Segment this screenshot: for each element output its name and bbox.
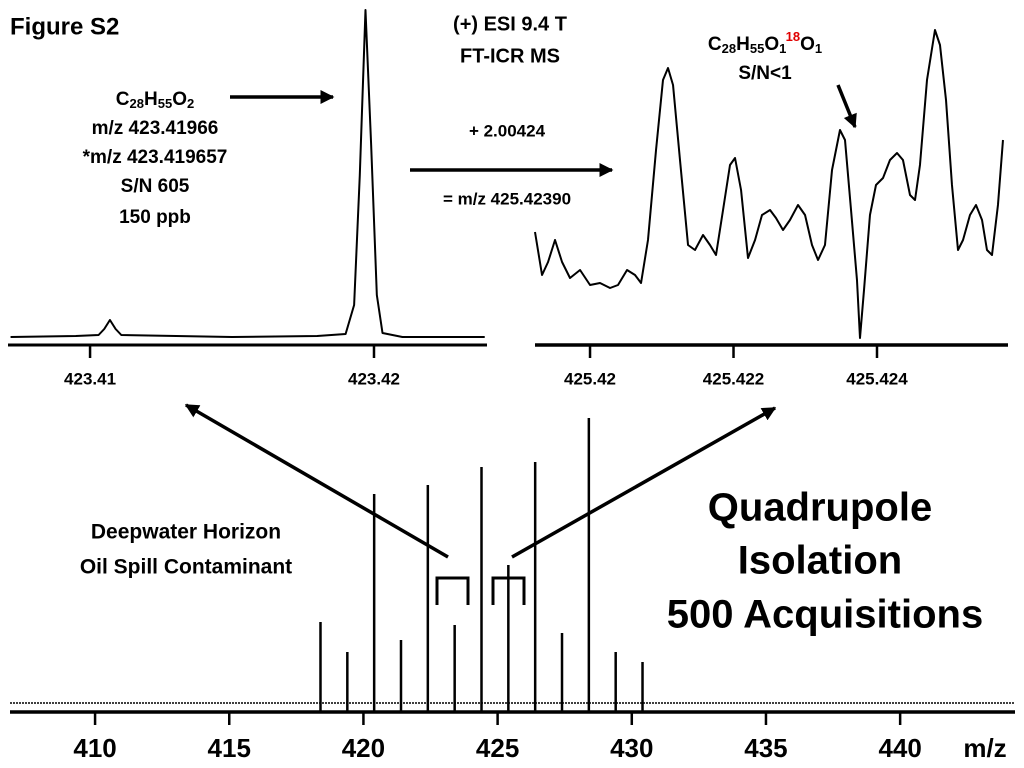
spectrum-line: [534, 29, 1004, 339]
annotation: 500 Acquisitions: [667, 593, 983, 637]
x-tick-label: 425: [476, 733, 519, 763]
arrow: [511, 406, 777, 559]
x-tick-label: 420: [342, 733, 385, 763]
spectrum-line: [10, 9, 485, 338]
annotation: Isolation: [738, 539, 902, 583]
formula-part: 1: [779, 41, 786, 56]
formula: C28H55O2: [116, 89, 194, 111]
formula-part: H: [144, 89, 158, 110]
formula: C28H55O118O1: [708, 29, 822, 56]
x-tick-label: 440: [878, 733, 921, 763]
formula-part: C: [116, 89, 130, 110]
annotation: 150 ppb: [119, 207, 191, 228]
x-tick-label: 425.422: [703, 369, 764, 388]
annotation: (+) ESI 9.4 T: [453, 13, 567, 35]
annotation: S/N<1: [738, 63, 792, 84]
formula-part: 28: [722, 41, 736, 56]
formula-part: H: [736, 34, 750, 55]
arrows: [10, 84, 1015, 704]
formula-part: 1: [815, 41, 822, 56]
formula-part: 18: [786, 29, 800, 44]
formula-part: O: [172, 89, 187, 110]
annotation: FT-ICR MS: [460, 45, 560, 67]
x-tick-label: 423.42: [348, 369, 400, 388]
x-tick-label: 423.41: [64, 369, 116, 388]
annotation: Oil Spill Contaminant: [80, 556, 292, 579]
annotation: + 2.00424: [469, 121, 546, 140]
formula-part: C: [708, 34, 722, 55]
formula-part: 55: [158, 96, 172, 111]
x-tick-label: 410: [73, 733, 116, 763]
formula-part: 28: [130, 96, 144, 111]
formula-part: O: [800, 34, 815, 55]
arrow: [184, 403, 449, 559]
annotation: m/z 423.41966: [92, 118, 219, 139]
x-tick-label: 430: [610, 733, 653, 763]
annotation: = m/z 425.42390: [443, 189, 571, 208]
x-tick-label: 415: [208, 733, 251, 763]
x-tick-label: 435: [744, 733, 787, 763]
annotation: *m/z 423.419657: [83, 147, 228, 168]
annotation: Deepwater Horizon: [91, 521, 281, 544]
x-axis-label: m/z: [963, 733, 1006, 763]
x-tick-label: 425.42: [564, 369, 616, 388]
annotation: Quadrupole: [708, 486, 932, 530]
x-tick-label: 425.424: [846, 369, 908, 388]
formula-part: 55: [750, 41, 764, 56]
formula-part: 2: [187, 96, 194, 111]
arrow: [836, 84, 857, 129]
figure-label: Figure S2: [10, 13, 119, 40]
formula-part: O: [764, 34, 779, 55]
annotation: S/N 605: [121, 176, 190, 197]
